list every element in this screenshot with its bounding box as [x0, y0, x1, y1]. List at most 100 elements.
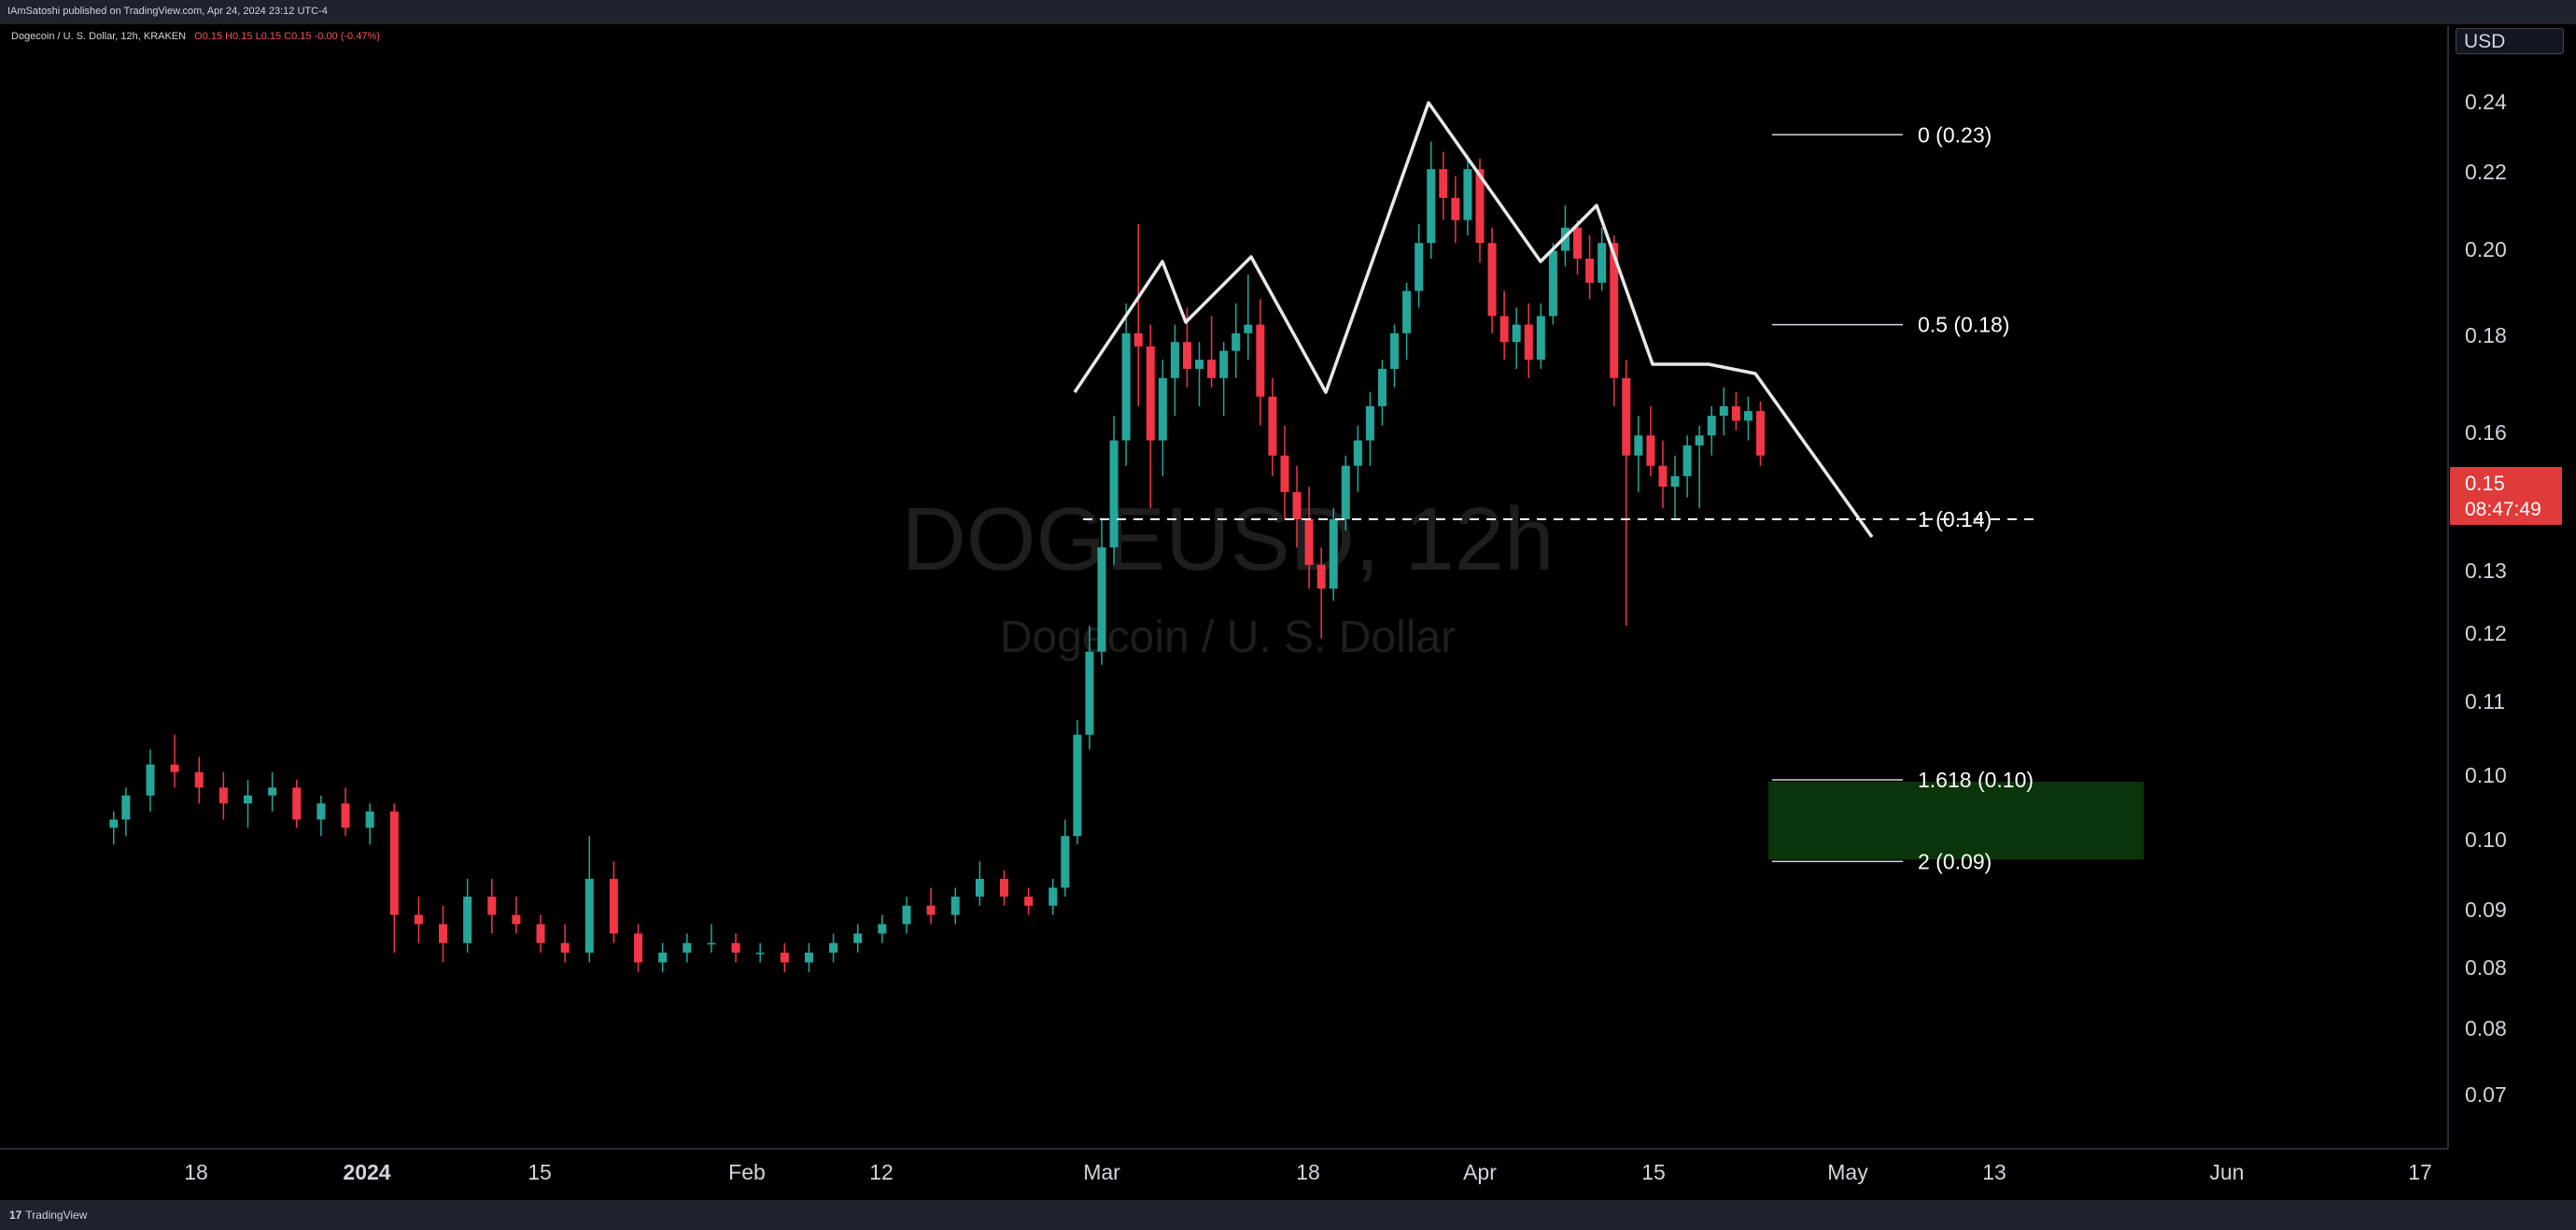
published-info: IAmSatoshi published on TradingView.com,…	[7, 6, 328, 17]
candle-body	[1536, 316, 1545, 361]
candle-body	[829, 942, 838, 954]
candle-body	[683, 942, 692, 954]
candle-body	[1573, 227, 1583, 259]
candle-body	[1622, 377, 1631, 456]
price-tick-label: 0.22	[2465, 160, 2507, 184]
target-zone	[1768, 782, 2144, 860]
candle-body	[1304, 518, 1314, 565]
candle-body	[1219, 350, 1229, 378]
candle-body	[1146, 346, 1155, 441]
price-tick-label: 0.10	[2465, 827, 2507, 852]
candle-body	[878, 924, 887, 934]
price-tick-label: 0.16	[2465, 420, 2507, 445]
candle-body	[292, 787, 302, 820]
time-tick-label: May	[1827, 1160, 1868, 1184]
candle-body	[487, 897, 497, 915]
candle-body	[1158, 377, 1167, 441]
candle-body	[1548, 250, 1557, 317]
time-tick-label: 12	[869, 1160, 894, 1184]
candle-body	[1402, 290, 1412, 333]
candle-body	[1353, 440, 1362, 466]
fib-level-label: 1.618 (0.10)	[1918, 768, 2034, 792]
candle-body	[731, 942, 740, 954]
candle-body	[1085, 651, 1094, 735]
candle-body	[218, 787, 228, 804]
watermark-symbol: DOGEUSD, 12h	[902, 489, 1555, 589]
candle-body	[1682, 445, 1692, 476]
candle-body	[1719, 405, 1728, 417]
time-tick-label: 15	[1641, 1160, 1666, 1184]
candle-body	[170, 764, 179, 772]
countdown-label: 08:47:49	[2465, 499, 2541, 520]
price-tick-label: 0.09	[2465, 898, 2507, 922]
time-tick-label: 2024	[343, 1160, 390, 1184]
candle-body	[146, 764, 155, 796]
candle-body	[1610, 243, 1619, 378]
candle-body	[121, 795, 131, 820]
candle-body	[902, 905, 911, 925]
tradingview-brand: 17 TradingView	[9, 1209, 87, 1222]
candle-body	[1316, 564, 1326, 589]
candle-body	[1207, 360, 1217, 378]
price-tick-label: 0.12	[2465, 621, 2507, 645]
price-tick-label: 0.18	[2465, 323, 2507, 347]
candle-body	[1439, 169, 1448, 198]
candle-body	[1073, 734, 1082, 837]
candle-body	[1292, 491, 1302, 519]
candle-body	[1658, 465, 1668, 488]
candle-body	[1695, 435, 1704, 445]
time-tick-label: Feb	[728, 1160, 766, 1184]
candle-body	[512, 914, 521, 925]
price-tick-label: 0.11	[2465, 689, 2505, 714]
candle-body	[560, 942, 570, 954]
candle-body	[1670, 475, 1680, 488]
currency-button[interactable]: USD	[2456, 28, 2564, 54]
candle-body	[1415, 243, 1424, 291]
candle-body	[365, 811, 374, 828]
candle-body	[109, 819, 119, 828]
candle-body	[1646, 435, 1655, 466]
candle-body	[1731, 405, 1740, 421]
candle-body	[536, 924, 545, 943]
time-tick-label: Mar	[1083, 1160, 1120, 1184]
candle-body	[1487, 243, 1497, 317]
candle-body	[975, 879, 984, 898]
candle-body	[1109, 440, 1119, 548]
publisher-bar: IAmSatoshi published on TradingView.com,…	[0, 0, 2576, 24]
footer-bar: 17 TradingView	[0, 1200, 2576, 1230]
candle-body	[755, 953, 765, 954]
time-tick-label: Apr	[1463, 1160, 1497, 1184]
candle-body	[1585, 258, 1595, 283]
candle-body	[1451, 197, 1460, 220]
candle-body	[1061, 836, 1070, 888]
candle-body	[1755, 411, 1765, 456]
candle-body	[1377, 368, 1387, 406]
candle-body	[1268, 396, 1277, 456]
candle-body	[389, 811, 399, 915]
watermark-name: Dogecoin / U. S. Dollar	[1000, 613, 1456, 662]
candle-body	[1598, 243, 1607, 283]
price-tick-label: 0.08	[2465, 955, 2507, 980]
candle-body	[1280, 455, 1289, 492]
candle-body	[341, 803, 350, 828]
price-tick-label: 0.24	[2465, 90, 2507, 114]
candle-body	[609, 879, 618, 934]
current-price-tag	[2450, 467, 2562, 525]
price-tick-label: 0.13	[2465, 558, 2507, 583]
candle-body	[1390, 332, 1400, 369]
symbol-name: Dogecoin / U. S. Dollar, 12h, KRAKEN	[11, 31, 187, 42]
candle-body	[1512, 324, 1521, 343]
candle-body	[1329, 518, 1338, 589]
candle-body	[804, 953, 813, 963]
candle-body	[780, 953, 789, 963]
candle-body	[1097, 547, 1106, 652]
time-tick-label: 17	[2408, 1160, 2432, 1184]
candle-body	[1195, 360, 1204, 369]
candle-body	[999, 879, 1008, 898]
candle-body	[658, 953, 668, 963]
candle-body	[414, 914, 423, 925]
candle-body	[317, 803, 326, 820]
tradingview-logo-icon: 17	[9, 1209, 22, 1222]
candle-body	[268, 787, 277, 796]
